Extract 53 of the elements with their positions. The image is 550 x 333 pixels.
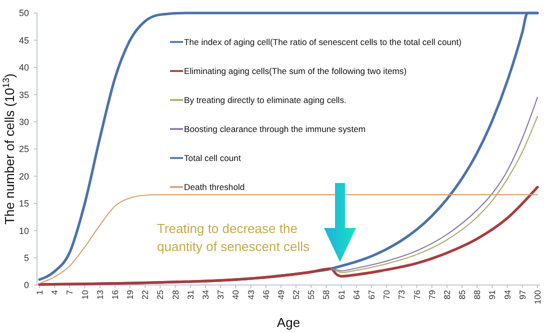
x-tick-label: 94 (502, 290, 512, 300)
x-tick-label: 25 (155, 290, 166, 300)
x-tick-label: 97 (517, 290, 528, 300)
x-tick-label: 82 (442, 290, 452, 300)
y-tick-label: 0 (24, 280, 29, 290)
y-tick-label: 10 (18, 226, 29, 236)
legend-label: Death threshold (184, 182, 245, 192)
legend-label: Total cell count (184, 153, 242, 164)
x-tick-label: 79 (426, 290, 437, 300)
x-tick-label: 55 (306, 290, 316, 300)
x-tick-label: 100 (532, 290, 542, 304)
y-tick-label: 15 (18, 198, 29, 209)
y-tick-label: 35 (18, 90, 29, 100)
y-tick-label: 45 (18, 35, 29, 46)
x-tick-label: 88 (472, 290, 482, 300)
x-tick-label: 58 (321, 290, 332, 300)
x-tick-label: 19 (125, 290, 136, 300)
x-axis-title: Age (276, 315, 300, 330)
x-tick-label: 49 (276, 290, 286, 300)
y-tick-label: 50 (18, 8, 29, 18)
x-tick-label: 4 (50, 290, 60, 295)
y-tick-label: 20 (18, 171, 29, 182)
x-tick-label: 1 (34, 290, 45, 295)
x-tick-label: 76 (412, 290, 422, 300)
annotation: Treating to decrease the quantity of senescent cells (157, 221, 310, 254)
legend-label: The index of aging cell(The ratio of senescent cells to the total cell count) (184, 37, 462, 48)
x-tick-label: 70 (382, 290, 392, 300)
legend-label: Eliminating aging cells(The sum of the following two items) (184, 66, 407, 76)
x-tick-label: 52 (291, 290, 302, 300)
x-tick-label: 28 (170, 290, 180, 300)
x-tick-label: 61 (336, 290, 346, 300)
legend-label: Boosting clearance through the immune system (184, 124, 366, 134)
x-tick-label: 10 (80, 290, 90, 300)
y-tick-label: 40 (18, 62, 29, 73)
x-tick-label: 43 (246, 290, 256, 300)
x-tick-label: 73 (396, 290, 407, 300)
x-tick-label: 34 (200, 290, 211, 300)
x-tick-label: 64 (351, 290, 362, 300)
x-tick-label: 22 (140, 290, 150, 300)
x-tick-label: 13 (94, 290, 105, 300)
y-tick-label: 25 (18, 144, 29, 154)
x-tick-label: 85 (457, 290, 468, 300)
y-tick-label: 30 (18, 116, 29, 127)
x-tick-label: 31 (185, 290, 196, 300)
x-tick-label: 67 (366, 290, 376, 300)
legend-label: By treating directly to eliminate aging cells. (184, 95, 346, 106)
x-tick-label: 46 (260, 290, 271, 300)
x-tick-label: 16 (110, 290, 120, 300)
x-tick-label: 37 (216, 290, 226, 300)
x-tick-label: 7 (64, 290, 75, 295)
x-tick-label: 40 (230, 290, 241, 300)
x-tick-label: 91 (487, 290, 498, 300)
y-tick-label: 5 (24, 252, 29, 263)
